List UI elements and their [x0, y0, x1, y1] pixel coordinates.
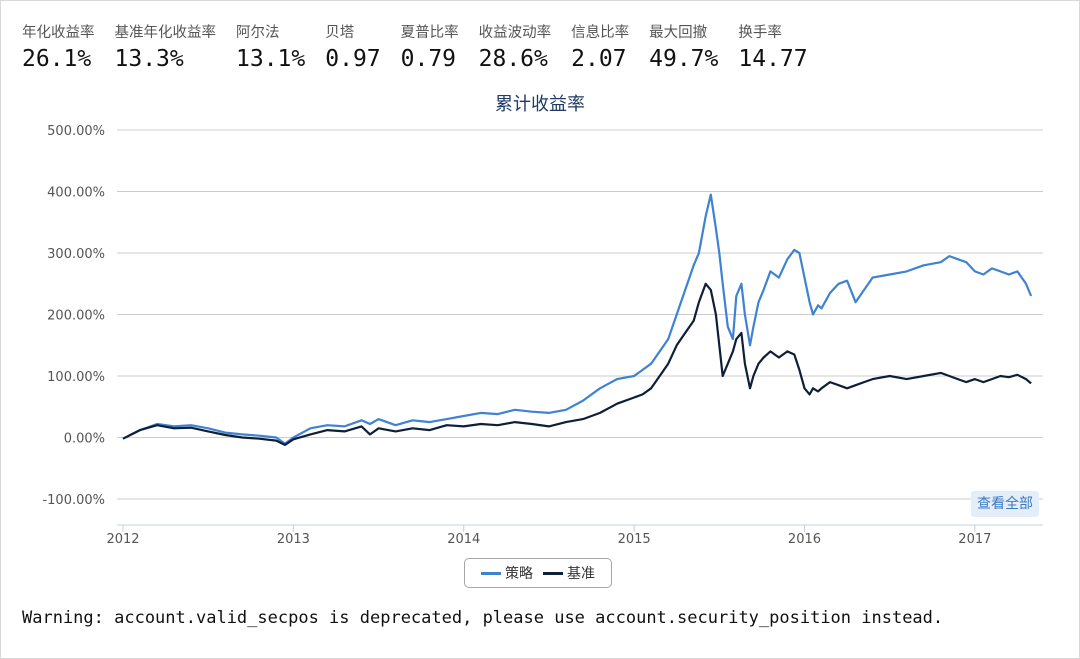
stat-label: 年化收益率: [22, 25, 95, 41]
warning-message: Warning: account.valid_secpos is depreca…: [22, 608, 944, 628]
stat-value: 13.3%: [114, 46, 184, 72]
x-tick-label: 2015: [618, 532, 651, 547]
stat-label: 收益波动率: [478, 25, 552, 41]
stat-label: 最大回撤: [649, 25, 708, 41]
stat-label: 阿尔法: [236, 25, 280, 41]
clipped-top-text: ▔: [0, 0, 260, 8]
series-line-strategy: [122, 193, 1033, 445]
y-tick-label: 500.00%: [47, 124, 105, 139]
stat-value: 14.77: [738, 46, 808, 72]
stat-value: 13.1%: [236, 46, 306, 72]
y-tick-label: 100.00%: [47, 370, 105, 385]
stat-value: 2.07: [571, 46, 627, 72]
stat-label: 夏普比率: [400, 25, 459, 41]
y-tick-label: 0.00%: [64, 432, 105, 447]
stat-value: 28.6%: [478, 46, 548, 72]
chart-title: 累计收益率: [495, 94, 585, 115]
y-tick-label: 300.00%: [47, 247, 105, 262]
stat-label: 信息比率: [571, 25, 630, 41]
stats-bar: 年化收益率 26.1% 基准年化收益率 13.3% 阿尔法 13.1% 贝塔 0…: [22, 22, 828, 74]
stat-label: 换手率: [738, 25, 782, 41]
x-tick-label: 2013: [277, 532, 310, 547]
stat-alpha: 阿尔法 13.1%: [236, 22, 305, 74]
stat-value: 49.7%: [649, 46, 719, 72]
stat-label: 基准年化收益率: [114, 25, 217, 41]
legend-item-benchmark[interactable]: 基准: [543, 563, 595, 583]
stat-info-ratio: 信息比率 2.07: [571, 22, 629, 74]
legend-swatch-strategy: [481, 571, 501, 575]
stat-sharpe: 夏普比率 0.79: [401, 22, 459, 74]
x-tick-label: 2017: [958, 532, 991, 547]
stat-label: 贝塔: [325, 25, 355, 41]
view-all-button[interactable]: 查看全部: [971, 491, 1039, 517]
y-tick-label: 200.00%: [47, 309, 105, 324]
stat-annual-return: 年化收益率 26.1%: [22, 22, 95, 74]
x-tick-label: 2012: [106, 532, 139, 547]
stat-value: 26.1%: [22, 46, 92, 72]
series-line-benchmark: [122, 282, 1032, 446]
y-tick-label: 400.00%: [47, 186, 105, 201]
y-tick-label: -100.00%: [42, 493, 105, 508]
stat-turnover: 换手率 14.77: [738, 22, 807, 74]
stat-value: 0.97: [325, 46, 381, 72]
stat-value: 0.79: [400, 46, 457, 72]
legend-label: 策略: [505, 566, 533, 582]
x-tick-label: 2016: [788, 532, 821, 547]
stat-benchmark-annual-return: 基准年化收益率 13.3%: [115, 22, 217, 74]
legend-item-strategy[interactable]: 策略: [481, 563, 533, 583]
chart-legend: 策略 基准: [464, 558, 612, 588]
x-tick-label: 2014: [447, 532, 480, 547]
stat-volatility: 收益波动率 28.6%: [479, 22, 552, 74]
cumulative-return-chart: 累计收益率 -100.00% 0.00% 100.00% 200.00% 300.00% 4…: [42, 94, 1043, 547]
legend-label: 基准: [567, 566, 595, 582]
legend-swatch-benchmark: [543, 571, 563, 575]
stat-max-drawdown: 最大回撤 49.7%: [649, 22, 718, 74]
stat-beta: 贝塔 0.97: [325, 22, 380, 74]
